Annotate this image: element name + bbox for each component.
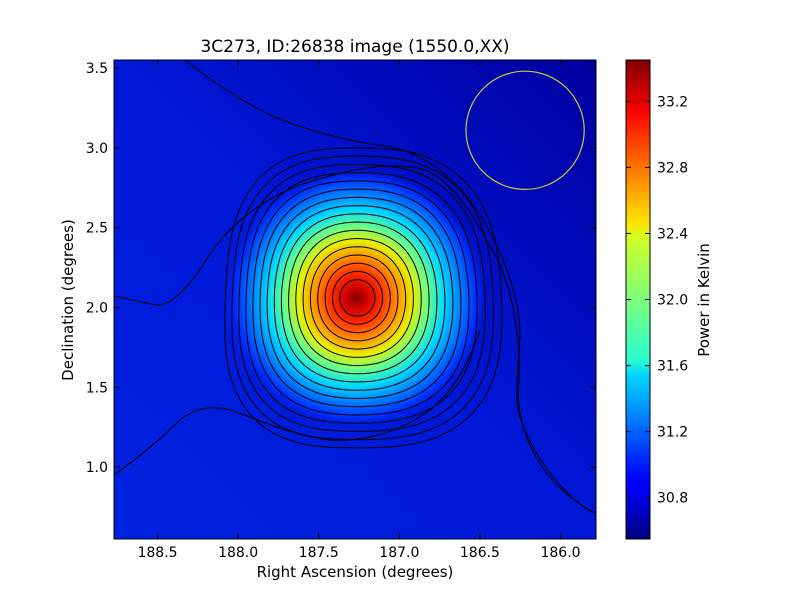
x-tick-label: 187.5 (299, 545, 339, 561)
heatmap (114, 60, 596, 539)
colorbar-tick-label: 33.2 (657, 94, 688, 110)
y-tick-label: 2.5 (86, 221, 108, 237)
contour-line (324, 262, 391, 334)
y-tick-label: 2.0 (86, 300, 108, 316)
x-tick-label: 187.0 (379, 545, 419, 561)
x-axis-label: Right Ascension (degrees) (257, 563, 454, 581)
contour-line (288, 221, 430, 375)
colorbar-tick-label: 32.0 (657, 293, 688, 309)
y-axis: 1.0 1.5 2.0 2.5 3.0 3.5 (86, 61, 596, 476)
heatmap-peak (216, 148, 496, 448)
contour-line (231, 155, 495, 441)
contour-line (309, 246, 407, 350)
plot-frame (113, 59, 597, 540)
y-tick-label: 3.5 (86, 61, 108, 77)
x-axis: 188.5 188.0 187.5 187.0 186.5 186.0 (137, 60, 581, 561)
x-tick-label: 186.5 (460, 545, 500, 561)
contour-line (224, 147, 503, 449)
contour-lines (224, 147, 503, 449)
outer-contour-left (114, 165, 596, 514)
contour-line (302, 237, 414, 358)
colorbar-tick-label: 32.4 (657, 226, 688, 242)
colorbar-tick-label: 30.8 (657, 491, 688, 507)
colorbar-ticks: 30.8 31.2 31.6 32.0 32.4 32.8 33.2 (626, 94, 688, 507)
contour-line (280, 213, 438, 383)
colorbar: 30.8 31.2 31.6 32.0 32.4 32.8 33.2 Power in Ke… (625, 59, 713, 540)
contour-line (295, 229, 422, 367)
beam-circle (465, 70, 585, 191)
contour-line (266, 196, 454, 400)
contour-line (252, 180, 470, 416)
y-tick-label: 1.0 (86, 460, 108, 476)
x-tick-label: 186.0 (540, 545, 580, 561)
contour-line (259, 188, 462, 408)
contour-line (317, 254, 399, 342)
colorbar-tick-label: 32.8 (657, 160, 688, 176)
chart-title: 3C273, ID:26838 image (1550.0,XX) (200, 37, 509, 57)
contour-line (339, 279, 376, 317)
x-tick-label: 188.0 (218, 545, 258, 561)
contour-line (273, 205, 446, 391)
colorbar-tick-label: 31.6 (657, 359, 688, 375)
contour-line (238, 163, 486, 432)
colorbar-label: Power in Kelvin (695, 243, 713, 357)
outer-contour-top (184, 60, 596, 514)
contour-line (245, 172, 478, 424)
y-tick-label: 3.0 (86, 141, 108, 157)
x-tick-label: 188.5 (137, 545, 177, 561)
contour-line (331, 270, 384, 325)
outer-contour-bottom (114, 329, 481, 476)
colorbar-tick-label: 31.2 (657, 425, 688, 441)
y-axis-label: Declination (degrees) (59, 219, 77, 381)
y-tick-label: 1.5 (86, 380, 108, 396)
